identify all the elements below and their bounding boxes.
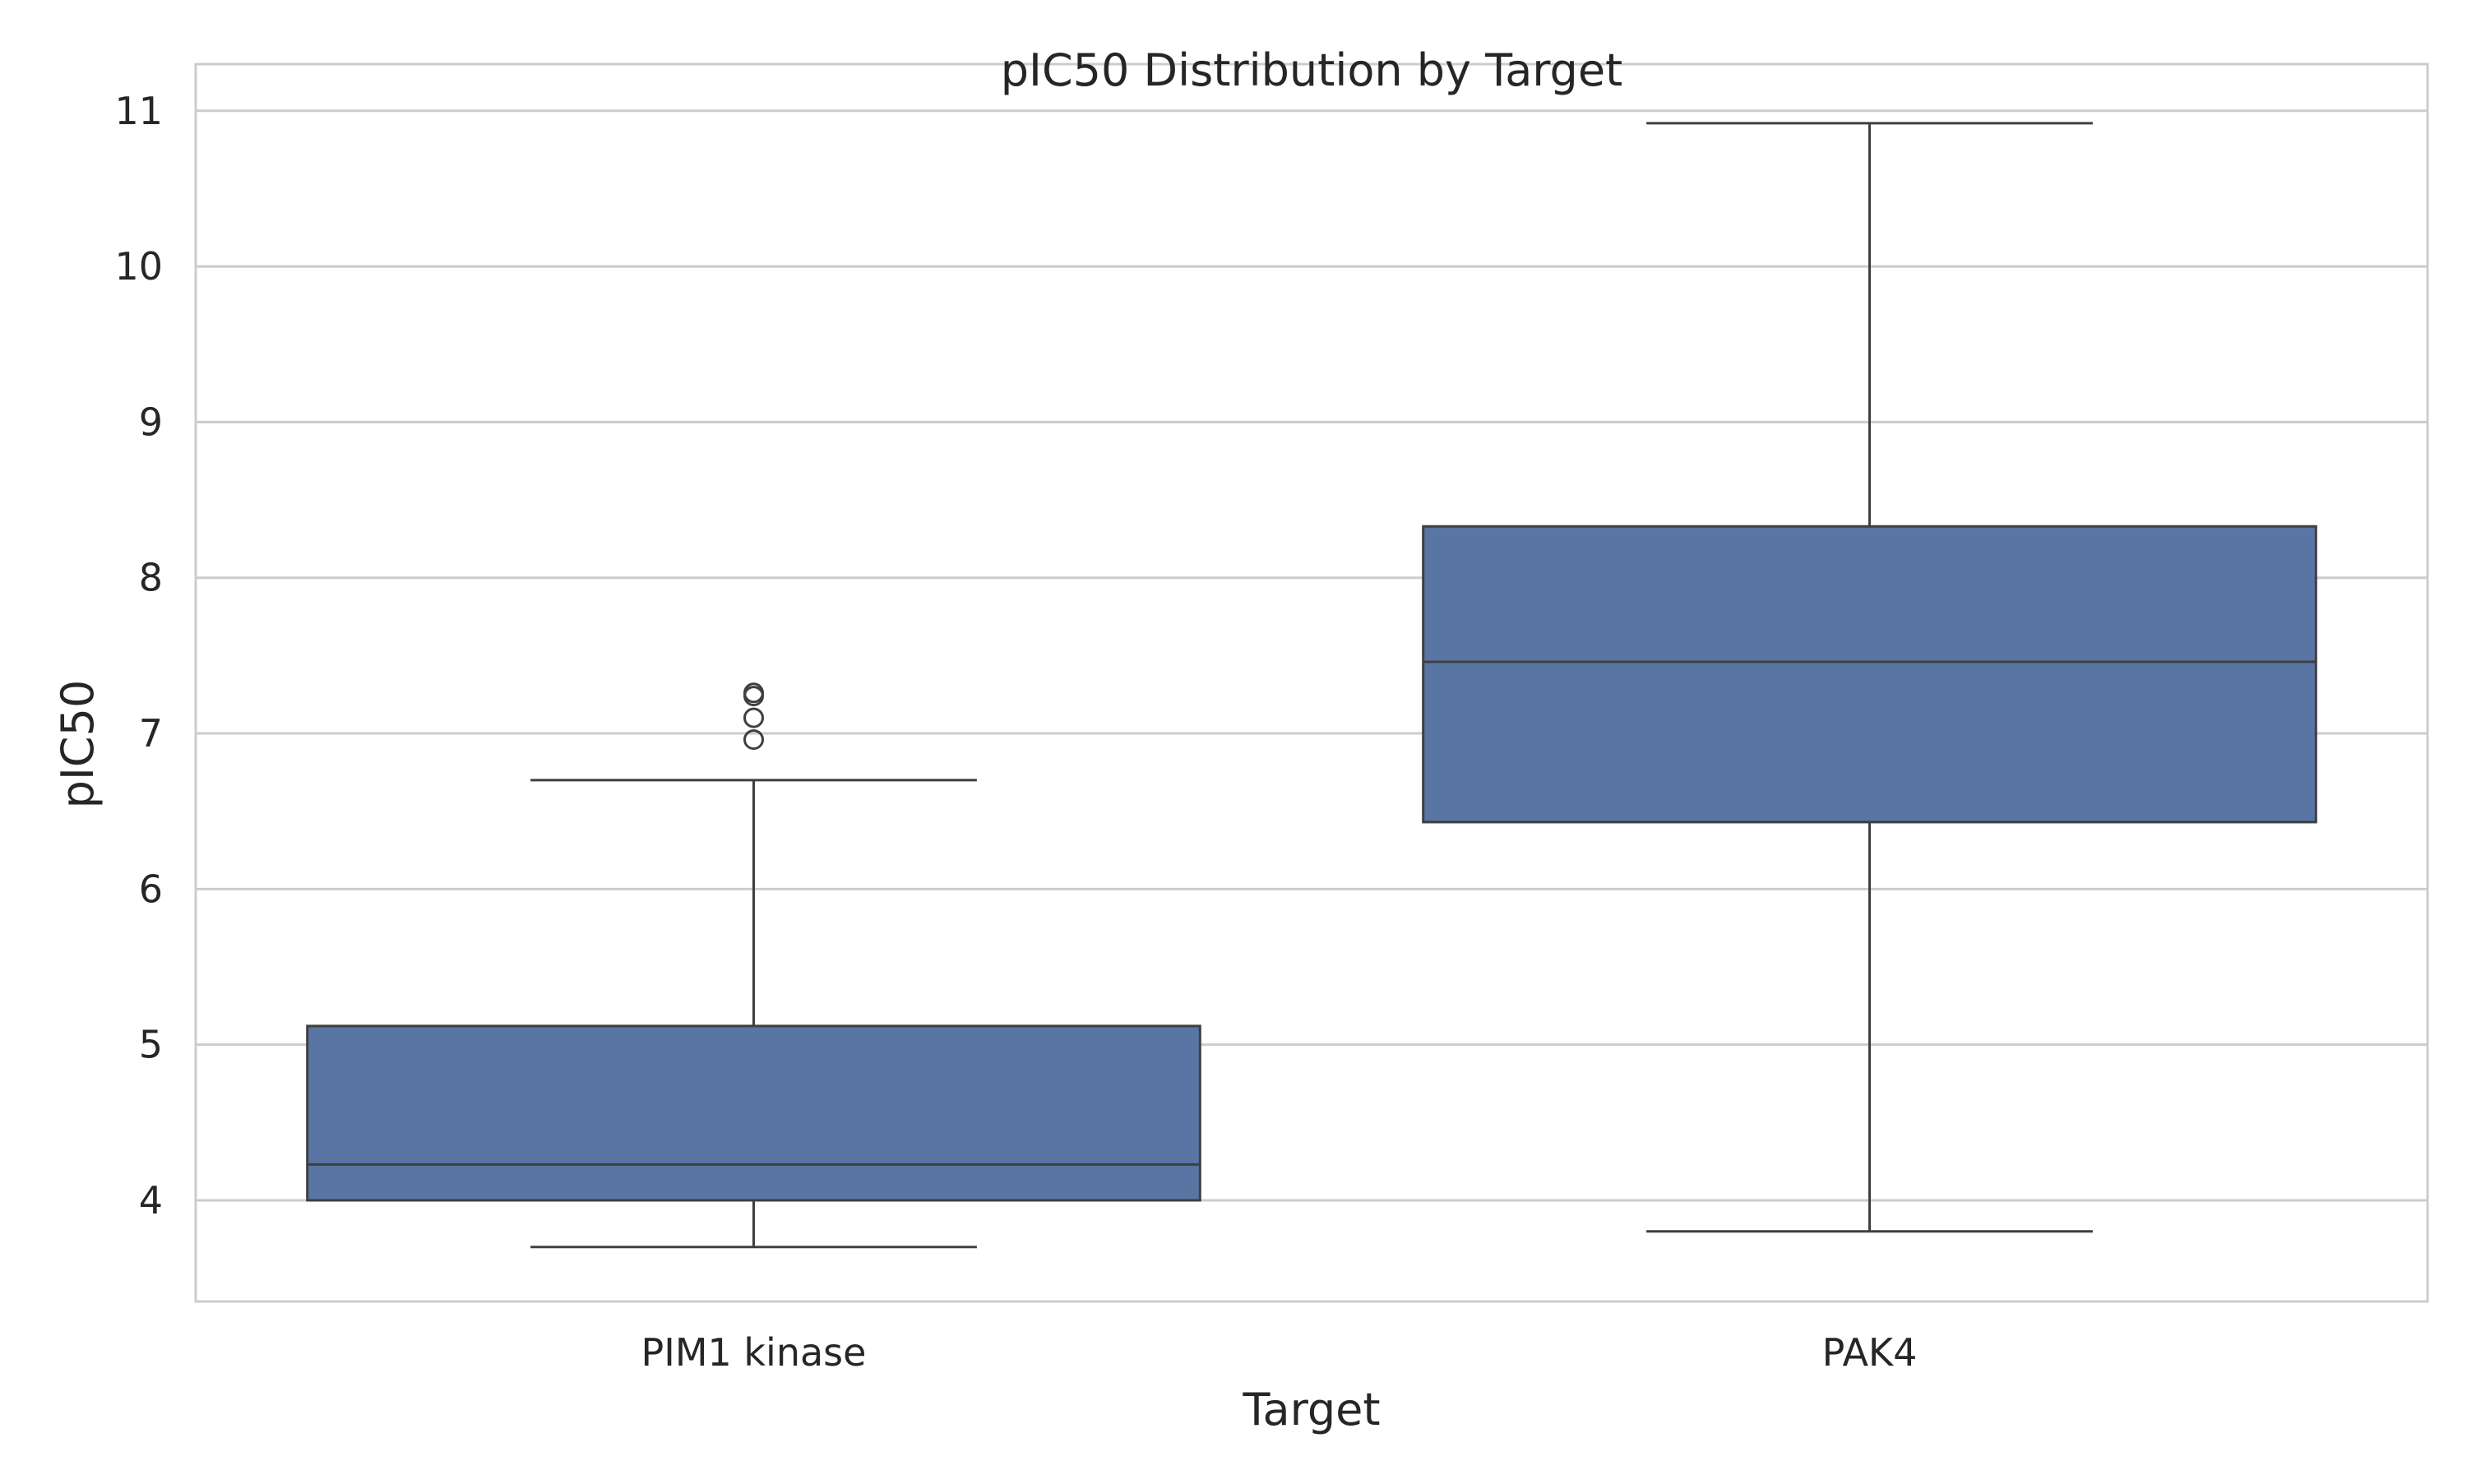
y-tick-label: 11	[114, 89, 163, 133]
y-axis-label: pIC50	[52, 680, 104, 809]
outlier-point	[743, 729, 764, 751]
y-tick-label: 4	[139, 1178, 163, 1223]
plot-frame	[194, 62, 2429, 1303]
y-tick-label: 7	[139, 711, 163, 756]
y-tick-label: 5	[139, 1023, 163, 1067]
interquartile-box	[1422, 525, 2317, 824]
box-group	[306, 682, 1201, 1249]
tick-layer: 4 5 6 7 8 9 10 11 PIM1 kinase PAK4	[114, 89, 1917, 1375]
y-tick-label: 9	[139, 400, 163, 444]
y-tick-label: 6	[139, 867, 163, 911]
x-axis-label: Target	[1242, 1384, 1380, 1435]
x-tick-label: PIM1 kinase	[641, 1330, 867, 1375]
interquartile-box	[306, 1024, 1201, 1202]
box-group	[1422, 122, 2317, 1233]
box-layer	[306, 122, 2317, 1249]
y-tick-label: 8	[139, 556, 163, 600]
outlier-point	[743, 682, 764, 704]
y-tick-label: 10	[114, 244, 163, 289]
x-tick-label: PAK4	[1822, 1330, 1918, 1375]
chart-title: pIC50 Distribution by Target	[1001, 44, 1622, 96]
outlier-point	[743, 707, 764, 728]
